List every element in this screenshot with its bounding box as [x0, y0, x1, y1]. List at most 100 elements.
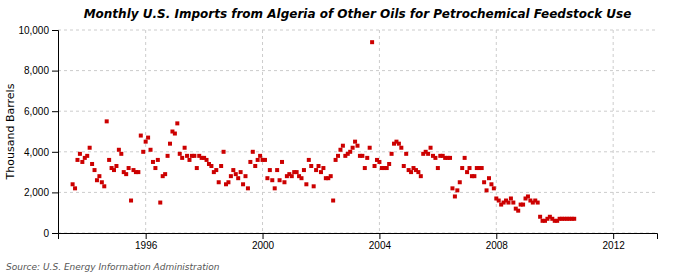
point — [351, 146, 355, 150]
point — [321, 166, 325, 170]
chart: 1996200020042008201202,0004,0006,0008,00… — [0, 0, 675, 275]
point — [97, 174, 101, 178]
point — [185, 154, 189, 158]
point — [353, 140, 357, 144]
x-axis-tick: 2012 — [603, 233, 626, 251]
y-axis-tick-label: 6,000 — [24, 106, 49, 117]
point — [100, 180, 104, 184]
point — [341, 144, 345, 148]
point — [71, 182, 75, 186]
grid-line-y — [58, 111, 657, 112]
y-axis-tick-label: 10,000 — [18, 25, 49, 36]
point — [338, 148, 342, 152]
point — [302, 168, 306, 172]
y-axis-tick-mark — [52, 30, 58, 31]
point — [166, 154, 170, 158]
point — [280, 160, 284, 164]
point — [365, 156, 369, 160]
x-axis: 19962000200420082012 — [59, 233, 658, 251]
point — [217, 180, 221, 184]
point — [309, 164, 313, 168]
x-axis-tick-mark — [496, 233, 497, 239]
y-axis-tick: 6,000 — [24, 106, 58, 117]
point — [214, 168, 218, 172]
point — [509, 196, 513, 200]
y-axis-tick: 8,000 — [24, 65, 58, 76]
point — [402, 164, 406, 168]
grid-line-x — [379, 30, 380, 233]
point — [390, 152, 394, 156]
point — [399, 146, 403, 150]
grid-line-y — [58, 192, 657, 193]
point — [409, 170, 413, 174]
y-axis-tick: 10,000 — [18, 25, 58, 36]
grid-line-y — [58, 70, 657, 71]
grid-line-y — [58, 151, 657, 152]
point — [458, 180, 462, 184]
point — [219, 164, 223, 168]
point — [119, 152, 123, 156]
point — [485, 188, 489, 192]
point — [304, 182, 308, 186]
x-axis-tick-label: 2004 — [369, 240, 392, 251]
y-axis-tick-label: 0 — [43, 228, 49, 239]
point — [334, 158, 338, 162]
point — [460, 166, 464, 170]
x-axis-tick-mark — [613, 233, 614, 239]
point — [114, 164, 118, 168]
y-axis-tick-mark — [52, 111, 58, 112]
y-axis-tick-mark — [52, 233, 58, 234]
point — [448, 156, 452, 160]
plot: 1996200020042008201202,0004,0006,0008,00… — [18, 25, 657, 251]
y-axis-line — [52, 31, 59, 234]
point — [141, 150, 145, 154]
point — [511, 201, 515, 205]
point — [360, 154, 364, 158]
point — [290, 174, 294, 178]
point — [253, 164, 257, 168]
point — [356, 144, 360, 148]
point — [243, 174, 247, 178]
point — [85, 154, 89, 158]
point — [248, 160, 252, 164]
point — [299, 176, 303, 180]
point — [158, 201, 162, 205]
point — [139, 134, 143, 138]
y-axis-tick-label: 4,000 — [24, 147, 49, 158]
point — [156, 158, 160, 162]
point — [436, 166, 440, 170]
point — [88, 146, 92, 150]
point — [231, 168, 235, 172]
x-axis-tick-mark — [146, 233, 147, 239]
point — [480, 166, 484, 170]
point — [433, 156, 437, 160]
title: Monthly U.S. Imports from Algeria of Oth… — [84, 7, 632, 21]
point — [278, 178, 282, 182]
point — [153, 166, 157, 170]
y-axis-tick-mark — [52, 152, 58, 153]
point — [127, 166, 131, 170]
x-axis-tick-mark — [379, 233, 380, 239]
point — [209, 164, 213, 168]
annotation: Source: U.S. Energy Information Administ… — [6, 262, 220, 272]
point — [426, 152, 430, 156]
point — [183, 146, 187, 150]
point — [256, 158, 260, 162]
point — [482, 180, 486, 184]
point — [317, 164, 321, 168]
point — [275, 168, 279, 172]
point — [263, 158, 267, 162]
y-axis-tick-mark — [52, 192, 58, 193]
point — [107, 158, 111, 162]
point — [168, 142, 172, 146]
point — [149, 148, 153, 152]
point — [521, 203, 525, 207]
x-axis-tick: 2004 — [369, 233, 392, 251]
point — [251, 150, 255, 154]
point — [404, 152, 408, 156]
grid-line-x — [262, 30, 263, 233]
point — [178, 152, 182, 156]
x-axis-tick-label: 2008 — [486, 240, 509, 251]
point — [241, 182, 245, 186]
point — [307, 158, 311, 162]
